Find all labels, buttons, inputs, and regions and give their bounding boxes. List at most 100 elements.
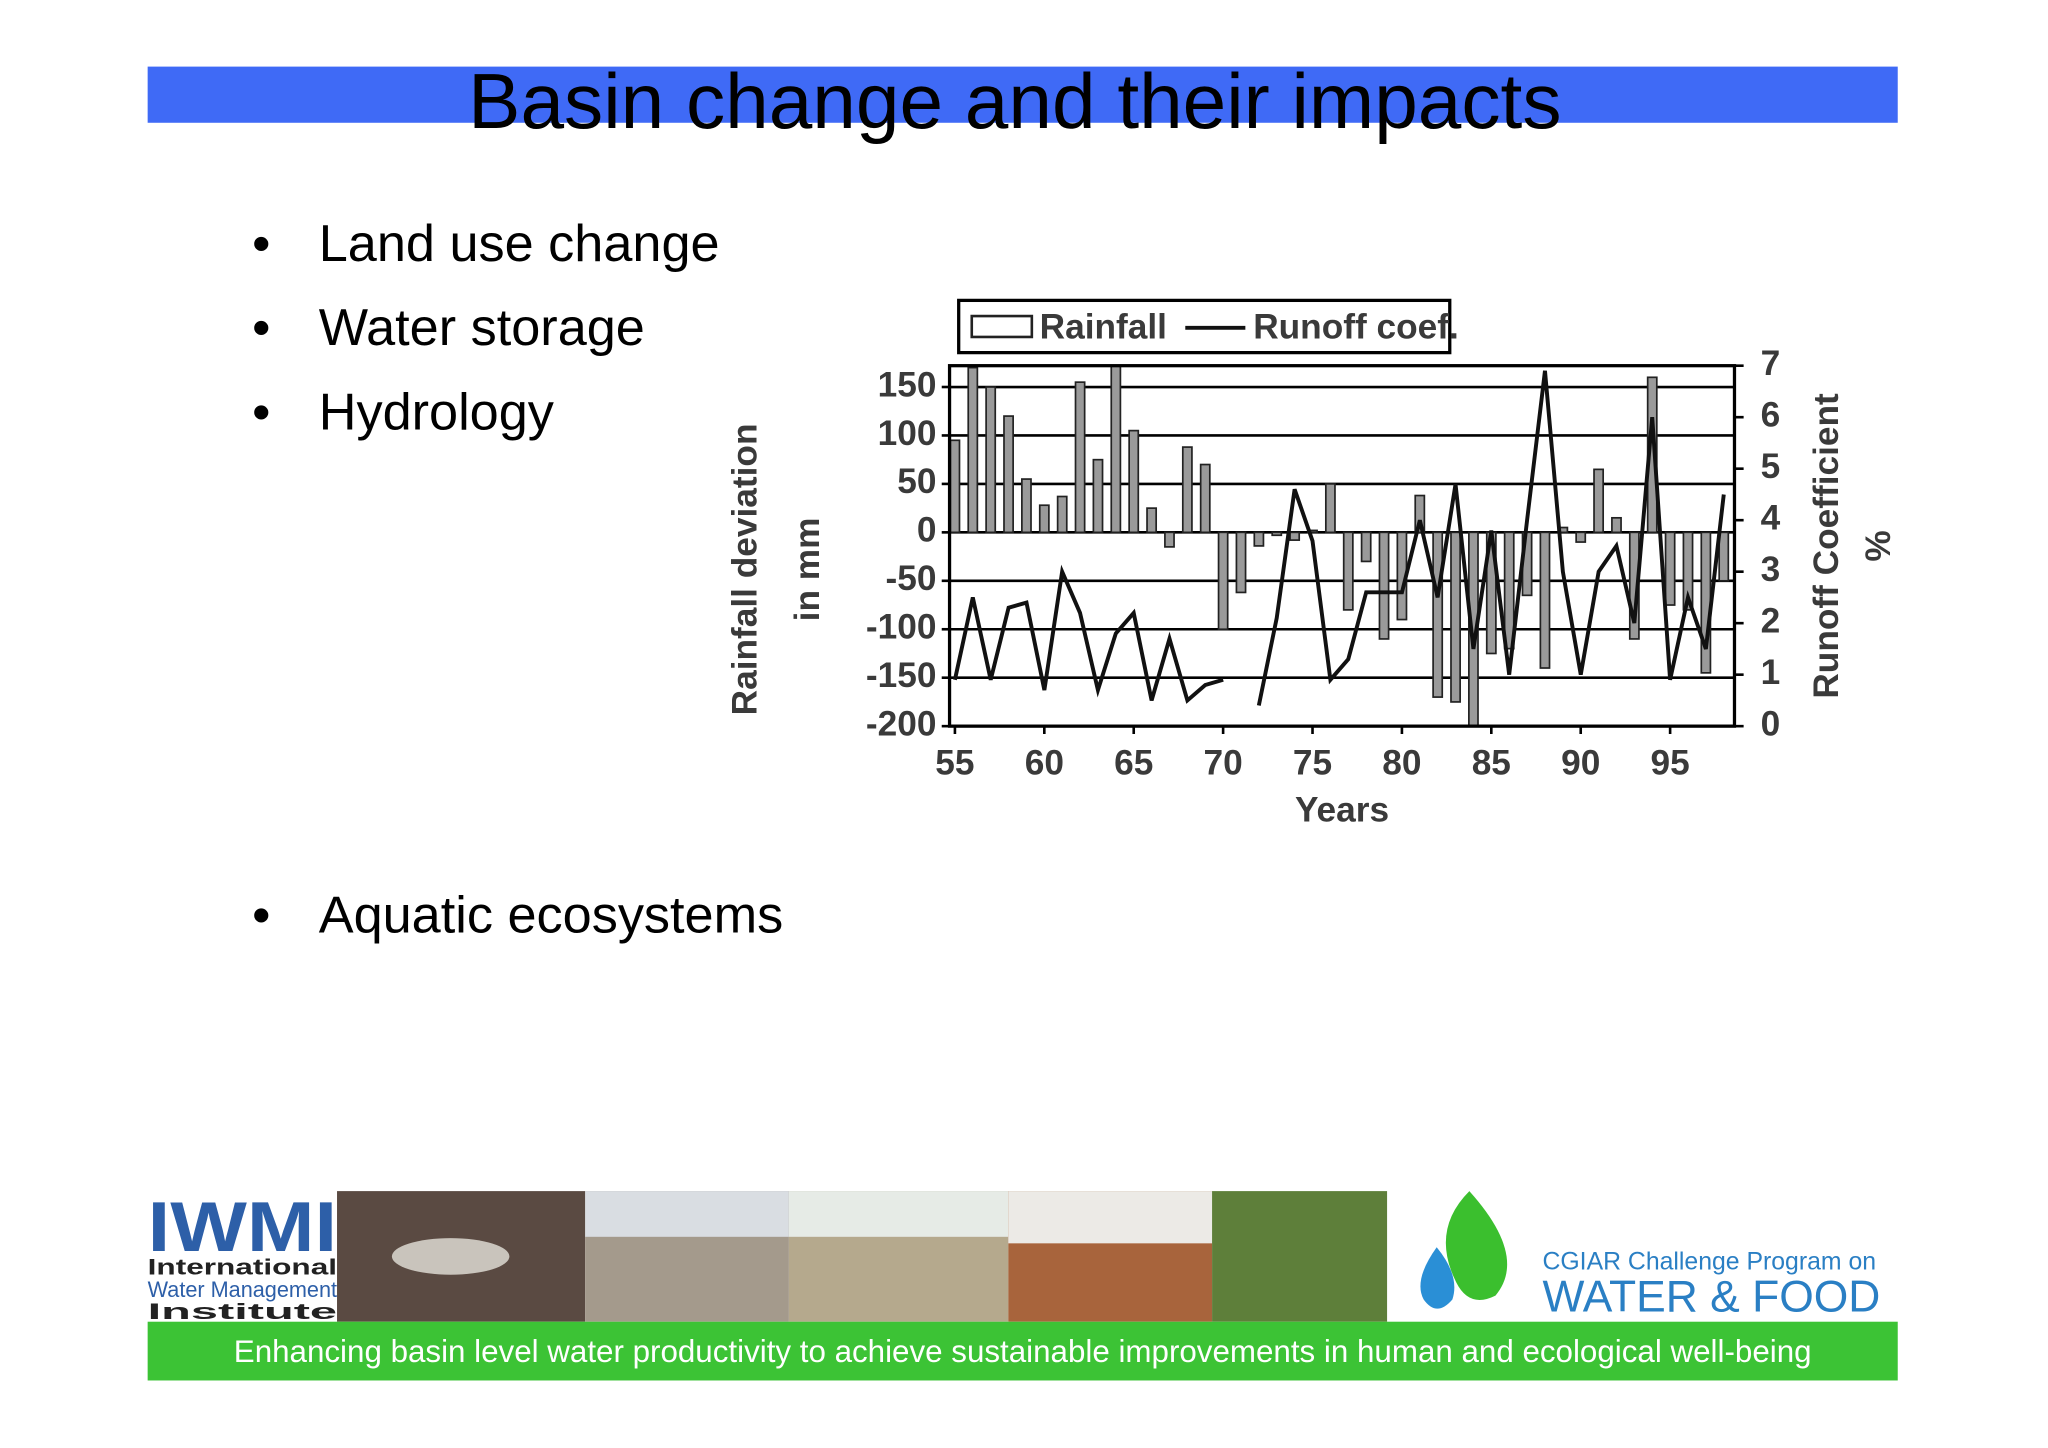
bullet-dot: • [252,299,270,357]
legend-label: Runoff coef. [1253,307,1459,346]
x-tick-label: 55 [935,744,974,783]
bar [1128,429,1140,534]
bar [1503,531,1515,650]
bar [985,386,997,534]
legend-label: Rainfall [1040,307,1167,346]
bar [1593,468,1605,534]
bar [1611,516,1622,534]
x-axis-label: Years [1295,791,1389,830]
x-tick-label: 70 [1204,744,1243,783]
line [952,370,1726,706]
tagline-band [147,1321,1898,1381]
iwmi-logo: IWMI International Water Management Inst… [148,1187,337,1324]
photo-sky [788,1191,1009,1237]
bar [967,366,979,534]
bar [1164,531,1175,548]
bar [1092,458,1104,534]
cgiar-logo: CGIAR Challenge Program on WATER & FOOD [1420,1191,1880,1321]
x-tick-label: 65 [1114,744,1153,783]
y-axis-label: Rainfall deviation [725,424,764,716]
bar [1360,531,1372,563]
photo-sky [1008,1191,1213,1244]
bar [1700,531,1712,674]
x-tick-label: 75 [1293,744,1332,783]
bullet-list: • Land use change • Water storage • Hydr… [252,215,783,944]
logo-mark: IWMI [148,1187,337,1266]
y2-axis-label: Runoff Coefficient [1807,393,1846,699]
bar [1181,446,1193,534]
logo-line: International [148,1255,337,1280]
logo-line: CGIAR Challenge Program on [1542,1248,1876,1275]
bar [1110,364,1122,534]
legend: Rainfall Runoff coef. [957,298,1459,355]
y2-tick-label: 1 [1761,653,1781,692]
title-band [147,66,1898,123]
y-tick-label: -150 [866,656,937,695]
bar [1021,478,1032,534]
bullet: Water storage [319,299,645,357]
bar [1289,531,1301,541]
photo-detail [391,1238,510,1275]
x-tick-label: 90 [1561,744,1600,783]
bullet-dot: • [252,215,270,273]
bar [1217,531,1229,631]
logo-drop [1420,1247,1455,1309]
x-tick-label: 85 [1472,744,1511,783]
y-tick-label: -100 [866,608,937,647]
y-tick-label: 100 [878,414,937,453]
x-tick-label: 95 [1651,744,1690,783]
bar [1056,495,1068,534]
bar [1378,531,1390,640]
bar [1271,531,1283,537]
y2-axis-label: % [1859,530,1898,561]
y2-tick-label: 2 [1761,601,1781,640]
logo-line: Institute [148,1299,337,1324]
y2-tick-label: 7 [1761,344,1781,383]
x-tick-label: 60 [1025,744,1064,783]
bar [1235,531,1247,594]
bar [1146,507,1158,534]
y2-tick-label: 4 [1761,498,1781,537]
bar [1664,531,1676,606]
bar [1003,415,1014,534]
plot-frame [947,364,1737,728]
x-tick-label: 80 [1382,744,1421,783]
bar [1074,381,1086,534]
bar [1253,531,1265,547]
y-axis-label: in mm [788,518,827,622]
bar [1450,531,1461,703]
bullet: Land use change [319,215,720,273]
y-tick-label: 50 [897,462,936,501]
y2-tick-label: 6 [1761,395,1781,434]
bullet-dot: • [252,887,270,945]
photo-crops [1212,1191,1388,1322]
photo-sky [585,1191,789,1237]
logo-line: WATER & FOOD [1542,1272,1880,1321]
y2-tick-label: 0 [1761,704,1781,743]
y2-tick-label: 3 [1761,550,1781,589]
bar [1342,531,1354,611]
bar [949,439,961,534]
y-tick-label: 150 [878,365,937,404]
bullet-dot: • [252,384,270,442]
bar [1718,531,1730,582]
legend-swatch [970,314,1034,339]
bar [1575,531,1587,543]
logo-leaf [1445,1191,1508,1300]
bullet: Hydrology [319,384,555,442]
y2-tick-label: 5 [1761,447,1781,486]
chart: 150 100 50 0 -50 -100 -150 -200 0 1 2 3 4 5 6 7 55 60 65 70… [725,298,1898,830]
bar [1539,531,1551,669]
slide-title: Basin change and their impacts [468,57,1561,145]
bar [1038,504,1050,534]
footer-photos [337,1191,1388,1322]
logo-line: Water Management [148,1277,337,1302]
y-tick-label: -50 [886,559,937,598]
y-tick-label: -200 [866,704,937,743]
tagline: Enhancing basin level water productivity… [234,1334,1812,1369]
bar [1324,483,1336,534]
bar [1432,531,1444,698]
bar [1199,463,1211,534]
